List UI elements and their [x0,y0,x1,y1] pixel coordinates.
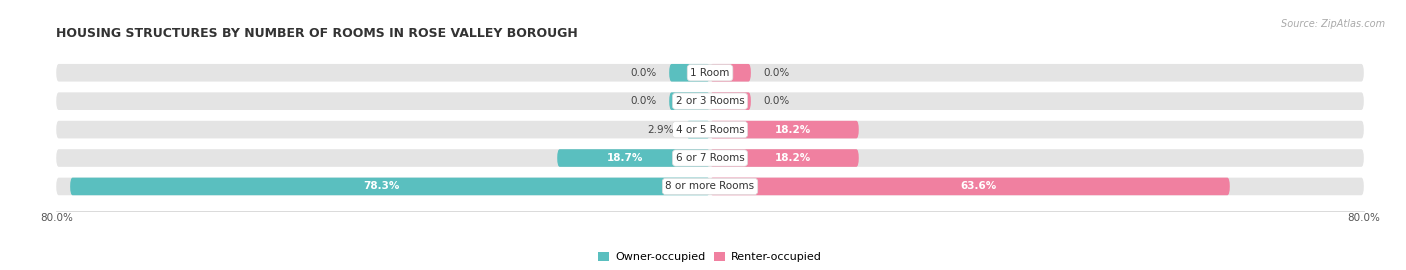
Text: 18.2%: 18.2% [775,124,811,135]
Text: 63.6%: 63.6% [960,181,997,191]
Text: 0.0%: 0.0% [631,68,657,78]
Text: 8 or more Rooms: 8 or more Rooms [665,181,755,191]
Text: HOUSING STRUCTURES BY NUMBER OF ROOMS IN ROSE VALLEY BOROUGH: HOUSING STRUCTURES BY NUMBER OF ROOMS IN… [56,28,578,40]
Text: Source: ZipAtlas.com: Source: ZipAtlas.com [1281,19,1385,29]
FancyBboxPatch shape [710,121,859,139]
Text: 78.3%: 78.3% [364,181,401,191]
Legend: Owner-occupied, Renter-occupied: Owner-occupied, Renter-occupied [593,247,827,266]
FancyBboxPatch shape [557,149,710,167]
FancyBboxPatch shape [686,121,710,139]
FancyBboxPatch shape [710,178,1230,195]
FancyBboxPatch shape [56,64,1364,82]
Text: 2.9%: 2.9% [648,124,673,135]
FancyBboxPatch shape [56,149,1364,167]
FancyBboxPatch shape [56,121,1364,139]
FancyBboxPatch shape [710,149,859,167]
FancyBboxPatch shape [70,178,710,195]
FancyBboxPatch shape [710,64,751,82]
Text: 4 or 5 Rooms: 4 or 5 Rooms [676,124,744,135]
Text: 0.0%: 0.0% [763,96,789,106]
FancyBboxPatch shape [669,64,710,82]
FancyBboxPatch shape [669,92,710,110]
Text: 0.0%: 0.0% [763,68,789,78]
Text: 1 Room: 1 Room [690,68,730,78]
FancyBboxPatch shape [710,92,751,110]
Text: 18.2%: 18.2% [775,153,811,163]
Text: 18.7%: 18.7% [607,153,644,163]
FancyBboxPatch shape [56,92,1364,110]
Text: 0.0%: 0.0% [631,96,657,106]
Text: 6 or 7 Rooms: 6 or 7 Rooms [676,153,744,163]
FancyBboxPatch shape [56,178,1364,195]
Text: 2 or 3 Rooms: 2 or 3 Rooms [676,96,744,106]
